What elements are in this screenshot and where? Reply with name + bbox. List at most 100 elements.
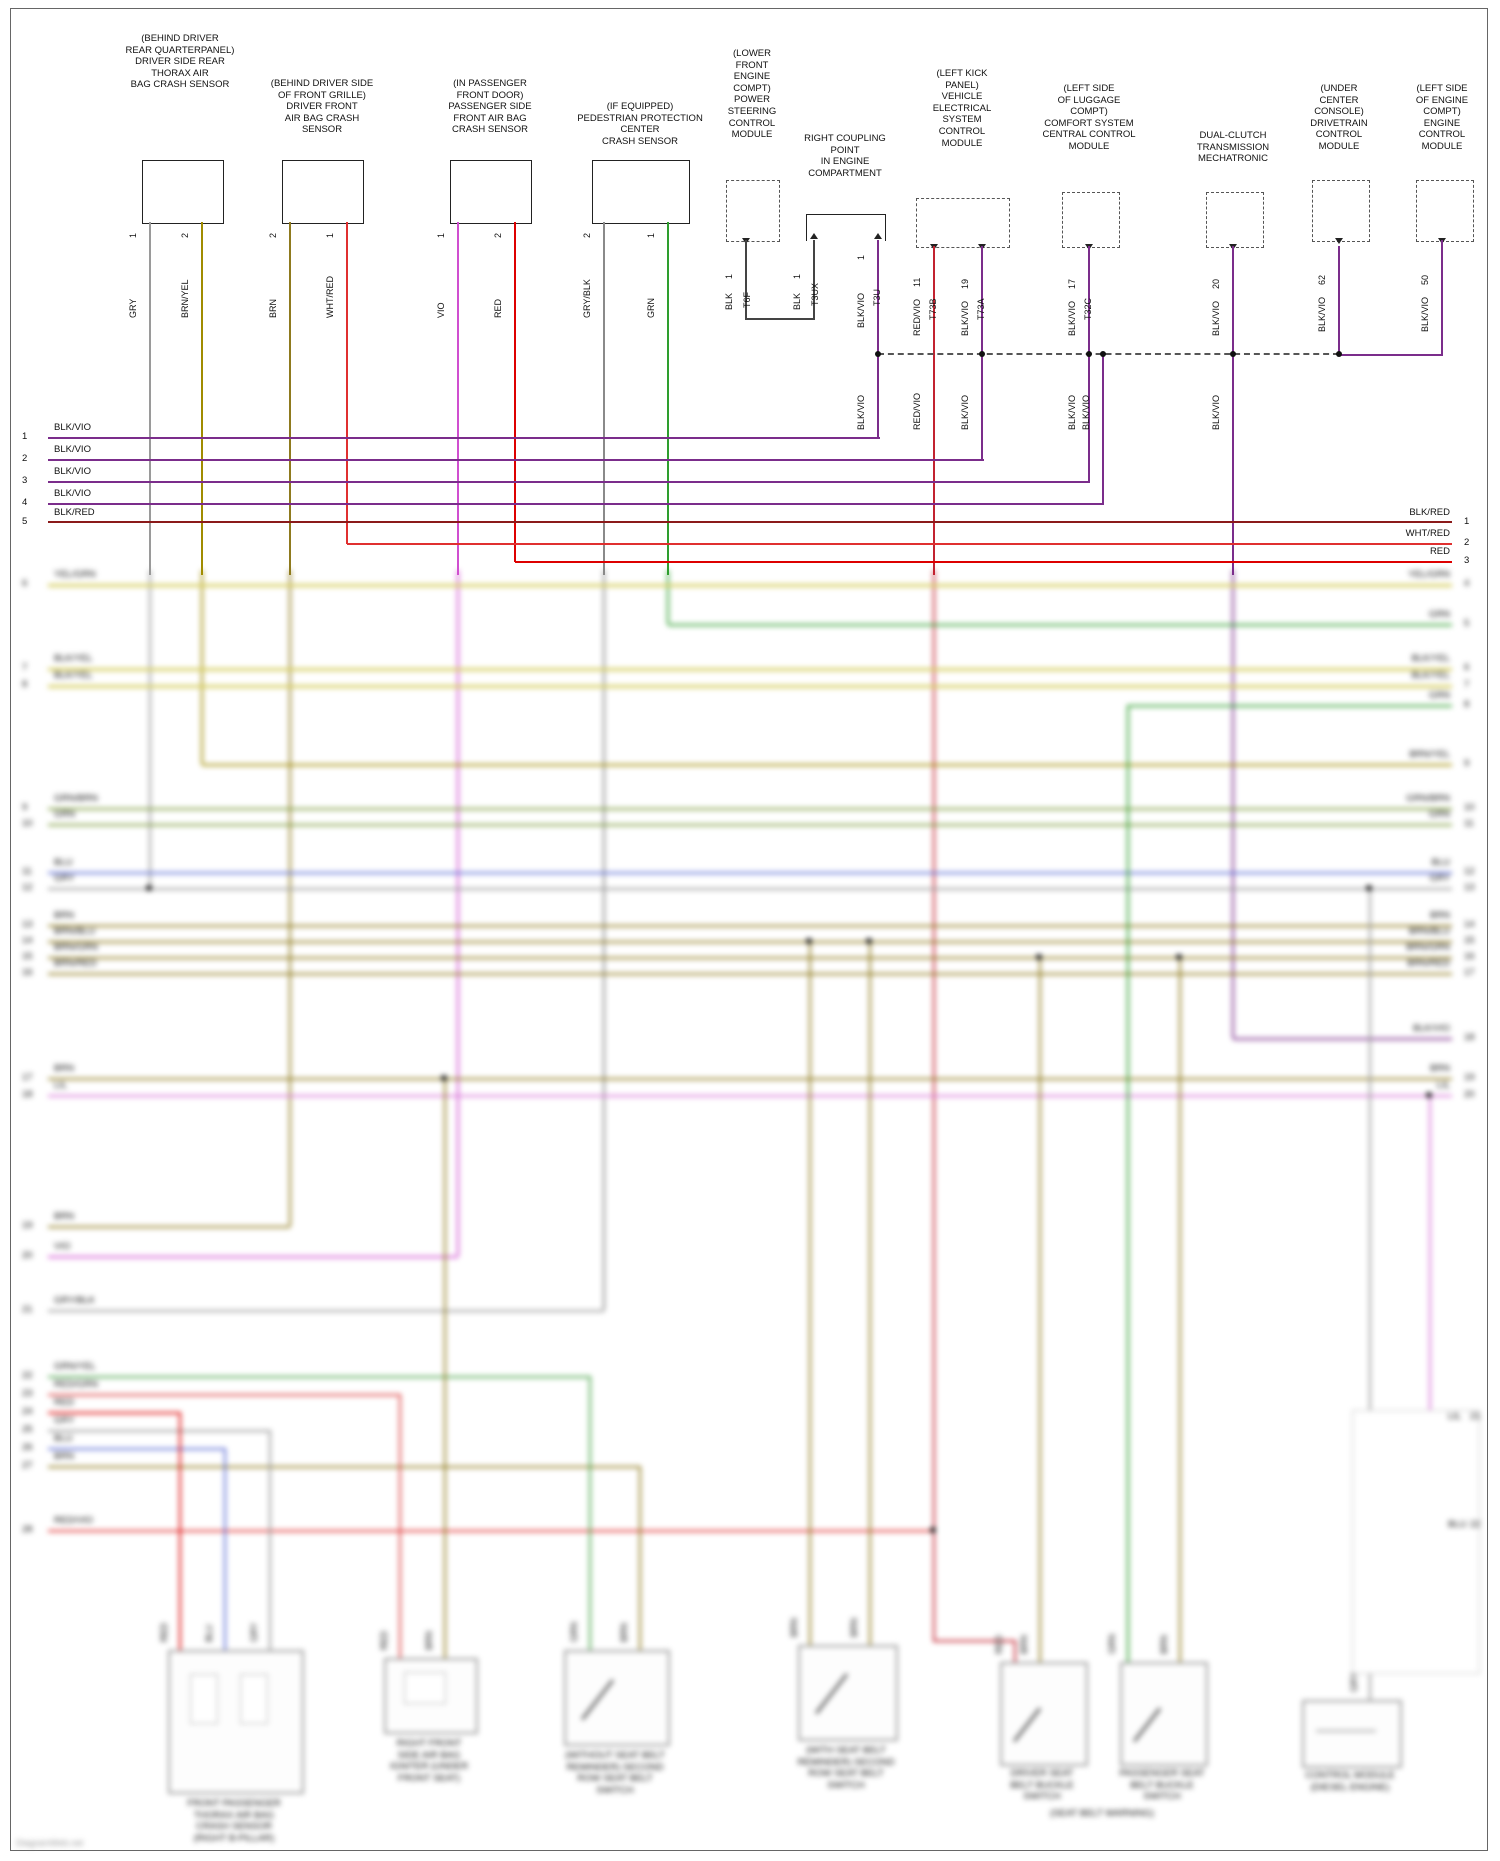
- component-caption: (WITHOUT SEAT BELT REMINDER) SECOND ROW …: [565, 1750, 665, 1796]
- wire: [48, 1466, 640, 1468]
- wire: [48, 1095, 1452, 1097]
- wire: [179, 1412, 181, 1650]
- row-number: 14: [22, 935, 33, 946]
- row-label: BLK/YEL: [1411, 670, 1450, 681]
- wire-label: GRN: [1107, 1634, 1117, 1654]
- component-caption: (SEAT BELT WARNING): [1050, 1808, 1154, 1819]
- component-caption: (LEFT SIDE OF ENGINE COMPT) ENGINE CONTR…: [1415, 83, 1469, 152]
- row-number: 12: [1464, 866, 1475, 877]
- row-number: 5: [1464, 618, 1470, 629]
- component-symbol: [1316, 1730, 1376, 1732]
- row-number: 1: [1464, 516, 1470, 527]
- row-number: 12: [22, 882, 33, 893]
- row-label: BRN/BLU: [1408, 926, 1450, 937]
- row-label: BLU: [1431, 857, 1450, 868]
- wire: [515, 561, 1452, 563]
- wire: [48, 941, 1452, 943]
- wire: [48, 1376, 590, 1378]
- wire: [48, 1448, 225, 1450]
- page-border: [10, 8, 1488, 1851]
- row-number: 8: [22, 679, 28, 690]
- component-box: [1206, 192, 1264, 248]
- wire: [1232, 246, 1234, 575]
- junction-dot: [1336, 351, 1342, 357]
- row-number: 14: [1464, 919, 1475, 930]
- wire: [201, 222, 203, 575]
- wire: [48, 1530, 934, 1532]
- row-label: BRN: [54, 1063, 75, 1074]
- wire: [48, 481, 1090, 483]
- row-number: 11: [1464, 818, 1474, 829]
- row-label: BRN: [54, 910, 75, 921]
- junction-dot: [930, 1527, 936, 1533]
- row-number: 24: [22, 1406, 33, 1417]
- wire: [1128, 705, 1452, 707]
- component-caption: DRIVER SEAT BELT BUCKLE SWITCH: [1010, 1768, 1074, 1803]
- row-label: BRN/GRN: [1406, 942, 1450, 953]
- row-label: GRN/YEL: [54, 1361, 96, 1372]
- row-label: GRY: [54, 1415, 75, 1426]
- wire: [667, 570, 669, 624]
- wire: [289, 222, 291, 575]
- component-box: [916, 198, 1010, 248]
- row-label: BLK/RED: [1409, 507, 1450, 518]
- wire: [48, 1310, 604, 1312]
- wire: [603, 222, 605, 575]
- junction-dot: [146, 885, 152, 891]
- row-number: 9: [22, 802, 28, 813]
- row-number: 3: [1464, 555, 1470, 566]
- row-label: BLU: [54, 857, 73, 868]
- wire-label: BRN: [424, 1630, 434, 1650]
- row-number: 22: [22, 1370, 33, 1381]
- component-caption: CONTROL MODULE (DIESEL ENGINE): [1305, 1770, 1395, 1793]
- row-label: LIL: [1448, 1411, 1462, 1422]
- wire: [933, 1640, 1016, 1642]
- wire: [813, 240, 815, 320]
- row-label: BLU: [54, 1433, 73, 1444]
- wire: [1369, 888, 1371, 1700]
- wire: [48, 437, 880, 439]
- row-number: 22: [1470, 1519, 1481, 1530]
- wire-label: RED: [994, 1634, 1004, 1654]
- wire: [48, 925, 1452, 927]
- row-label: BLK/YEL: [54, 670, 93, 681]
- component-caption: (LEFT SIDE OF LUGGAGE COMPT) COMFORT SYS…: [1042, 83, 1136, 152]
- pin-mark: [810, 233, 818, 239]
- row-label: RED: [1429, 546, 1450, 557]
- row-number: 3: [22, 475, 28, 486]
- row-label: BRN/GRN: [54, 942, 98, 953]
- junction-dot: [1036, 954, 1042, 960]
- row-number: 10: [1464, 802, 1475, 813]
- wire-label: GRY: [1349, 1672, 1359, 1692]
- component-box: [168, 1650, 304, 1794]
- row-label: BRN/BLU: [54, 926, 96, 937]
- row-number: 2: [1464, 537, 1470, 548]
- wire: [149, 570, 151, 888]
- component-box: [450, 160, 532, 224]
- wire: [1338, 246, 1340, 356]
- junction-dot: [1100, 351, 1106, 357]
- wire: [1339, 354, 1442, 356]
- wire: [869, 941, 871, 1645]
- row-label: VIO: [54, 1241, 71, 1252]
- row-number: 17: [22, 1072, 33, 1083]
- wire: [48, 1412, 180, 1414]
- wire: [444, 1078, 446, 1658]
- row-label: BRN/RED: [54, 958, 97, 969]
- row-number: 10: [22, 818, 33, 829]
- row-label: BRN/RED: [1407, 958, 1450, 969]
- wire: [202, 764, 1452, 766]
- wire: [745, 318, 815, 320]
- component-box: [1416, 180, 1474, 242]
- wire: [48, 957, 1452, 959]
- junction-dot: [866, 938, 872, 944]
- wire: [48, 888, 1452, 890]
- wire: [48, 1394, 400, 1396]
- row-label: YEL/GRN: [54, 569, 96, 580]
- wire: [48, 584, 1452, 587]
- wire-label: BRN: [1159, 1634, 1169, 1654]
- row-number: 17: [1464, 967, 1475, 978]
- component-box: [282, 160, 364, 224]
- wire: [933, 246, 935, 575]
- wire: [48, 1430, 270, 1432]
